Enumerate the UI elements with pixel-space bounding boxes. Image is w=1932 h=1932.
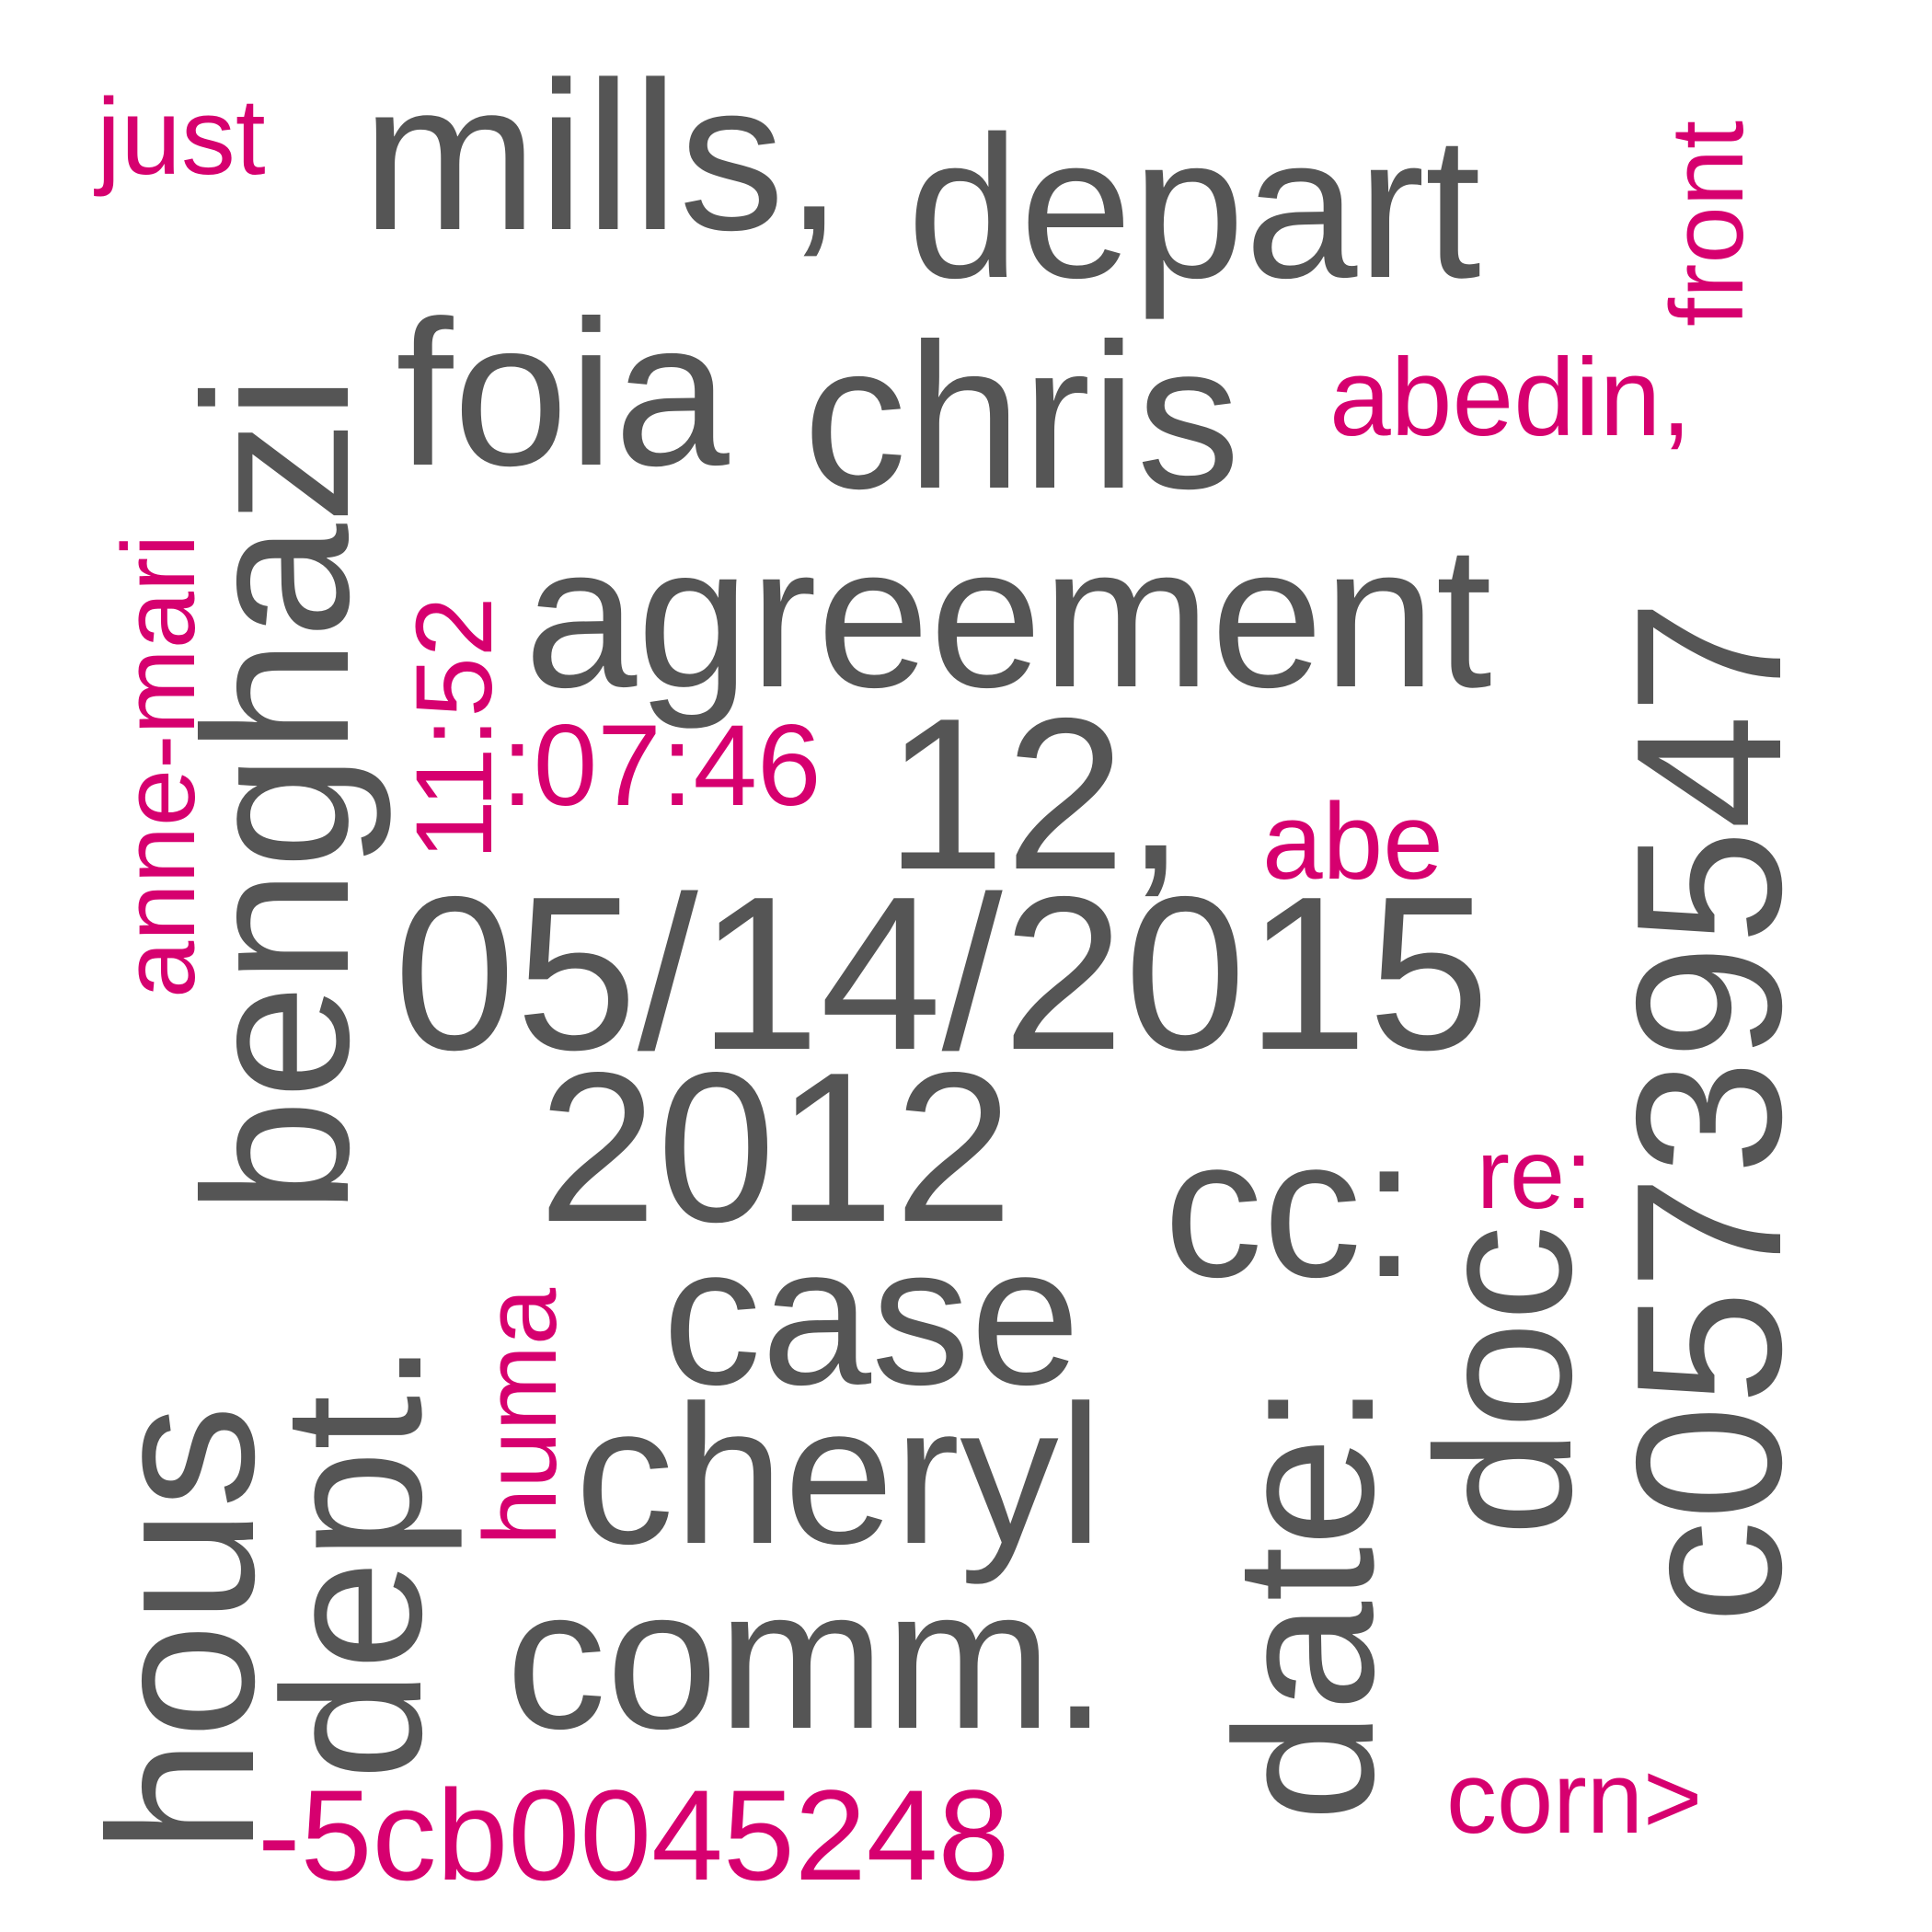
word-just: just xyxy=(97,76,266,198)
word-abedin: abedin, xyxy=(1329,336,1692,459)
word-date: date: xyxy=(1193,1381,1415,1822)
word-agreement: agreement xyxy=(524,503,1492,730)
word-mills: mills, xyxy=(362,38,844,274)
word-abe: abe xyxy=(1262,781,1443,903)
word-huma: huma xyxy=(463,1287,578,1546)
word-depart: depart xyxy=(907,94,1481,320)
word-case: case xyxy=(662,1204,1081,1426)
word-2012: 2012 xyxy=(538,1029,1014,1267)
word-corn: corn> xyxy=(1446,1742,1703,1855)
word-c05739547: c05739547 xyxy=(1593,599,1824,1624)
word-5cb0045248: -5cb0045248 xyxy=(258,1763,1010,1907)
word-re: re: xyxy=(1477,1118,1593,1229)
word-11-52: 11:52 xyxy=(394,596,515,860)
word-chris: chris xyxy=(803,300,1241,532)
word-front: front xyxy=(1650,120,1765,327)
word-doc: doc xyxy=(1396,1225,1612,1536)
word-12: 12, xyxy=(885,673,1186,914)
word-cc: cc: xyxy=(1164,1097,1417,1318)
word-hous: hous xyxy=(65,1405,297,1854)
word-foia: foia xyxy=(396,277,730,509)
word-cheryl: cheryl xyxy=(575,1363,1103,1585)
word-comm: comm. xyxy=(506,1547,1108,1771)
word-07-46: :07:46 xyxy=(501,702,822,830)
word-anne-mari: anne-mari xyxy=(101,534,216,998)
word-date-05-14-2015: 05/14/2015 xyxy=(394,852,1490,1096)
